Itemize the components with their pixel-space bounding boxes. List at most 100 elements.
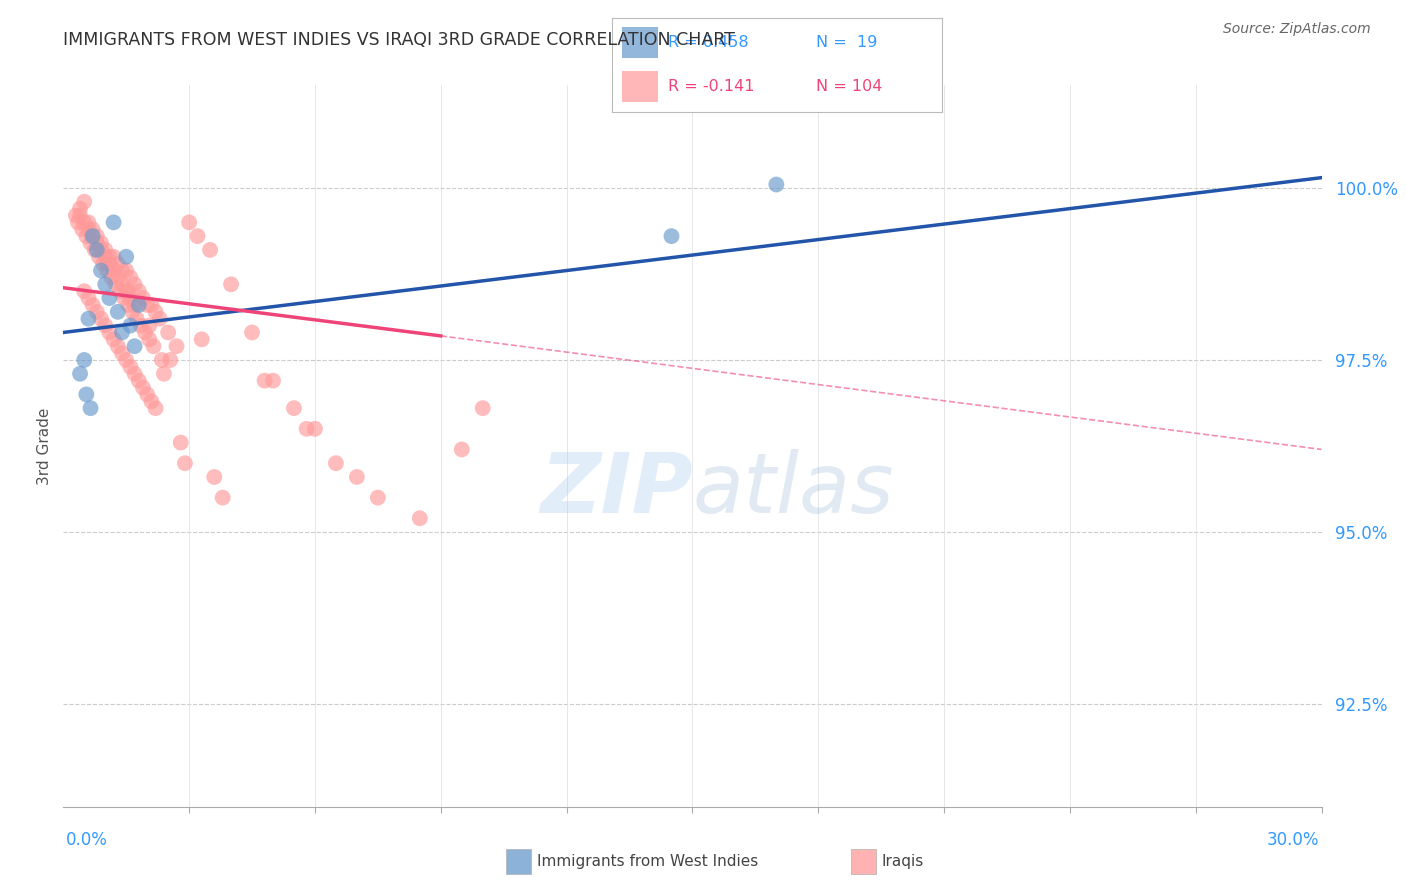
Point xyxy=(170,435,193,450)
Point xyxy=(219,277,242,292)
Point xyxy=(202,470,225,484)
Point xyxy=(75,229,97,244)
Text: Source: ZipAtlas.com: Source: ZipAtlas.com xyxy=(1223,22,1371,37)
Point xyxy=(128,298,150,312)
Point xyxy=(86,229,108,244)
Point xyxy=(262,374,284,388)
Point xyxy=(82,229,104,244)
Point xyxy=(115,263,138,277)
Point xyxy=(325,456,347,470)
Point xyxy=(77,222,100,236)
Y-axis label: 3rd Grade: 3rd Grade xyxy=(37,408,52,484)
Point xyxy=(70,222,93,236)
Point xyxy=(94,277,117,292)
Text: ZIP: ZIP xyxy=(540,449,693,530)
Point xyxy=(128,374,150,388)
Point xyxy=(157,326,180,340)
Point xyxy=(471,401,494,416)
Point xyxy=(124,277,146,292)
Point xyxy=(107,305,129,319)
Point xyxy=(66,215,89,229)
Point xyxy=(69,367,91,381)
Point xyxy=(75,387,97,401)
FancyBboxPatch shape xyxy=(621,71,658,103)
Point xyxy=(77,311,100,326)
Text: R = -0.141: R = -0.141 xyxy=(668,79,754,95)
Point xyxy=(111,346,134,360)
Point xyxy=(120,291,142,305)
Point xyxy=(69,202,91,216)
Point xyxy=(125,311,148,326)
Point xyxy=(174,456,197,470)
Point xyxy=(107,270,129,285)
Point xyxy=(117,284,139,298)
Text: N =  19: N = 19 xyxy=(817,35,877,50)
Point xyxy=(346,470,368,484)
Point xyxy=(120,270,142,285)
Point xyxy=(124,298,146,312)
Point xyxy=(115,353,138,368)
Point xyxy=(138,332,160,346)
Text: 0.0%: 0.0% xyxy=(66,831,108,849)
Point xyxy=(141,394,163,409)
Point xyxy=(177,215,201,229)
Point xyxy=(304,422,326,436)
Point xyxy=(77,291,100,305)
Point xyxy=(104,277,127,292)
Point xyxy=(91,257,114,271)
Point xyxy=(190,332,212,346)
Point xyxy=(138,318,160,333)
Point xyxy=(90,263,112,277)
Point xyxy=(145,305,167,319)
Point xyxy=(87,250,110,264)
Point xyxy=(103,250,125,264)
Point xyxy=(120,359,142,374)
Point xyxy=(103,332,125,346)
Point xyxy=(73,353,96,368)
Point xyxy=(107,339,129,353)
Point xyxy=(90,235,112,250)
Point xyxy=(65,209,87,223)
Point xyxy=(409,511,432,525)
Point xyxy=(98,291,121,305)
Point xyxy=(98,326,121,340)
Point xyxy=(103,263,125,277)
Point xyxy=(121,305,143,319)
Point xyxy=(112,291,135,305)
Point xyxy=(77,215,100,229)
Point xyxy=(128,284,150,298)
FancyBboxPatch shape xyxy=(621,28,658,58)
Text: Immigrants from West Indies: Immigrants from West Indies xyxy=(537,855,758,869)
Point xyxy=(765,178,787,192)
Point xyxy=(115,284,138,298)
Point xyxy=(124,339,146,353)
Point xyxy=(124,367,146,381)
Point xyxy=(136,387,159,401)
Point xyxy=(661,229,683,244)
Point xyxy=(149,311,172,326)
Point xyxy=(141,298,163,312)
Point xyxy=(120,318,142,333)
Point xyxy=(145,401,167,416)
Point xyxy=(83,243,105,257)
Point xyxy=(129,318,152,333)
Point xyxy=(82,222,104,236)
Text: N = 104: N = 104 xyxy=(817,79,883,95)
Point xyxy=(82,229,104,244)
Point xyxy=(73,284,96,298)
Point xyxy=(98,257,121,271)
Point xyxy=(94,250,117,264)
Point xyxy=(115,250,138,264)
Text: R = 0.458: R = 0.458 xyxy=(668,35,748,50)
Point xyxy=(96,257,118,271)
Point xyxy=(79,401,101,416)
Text: atlas: atlas xyxy=(693,449,894,530)
Point xyxy=(103,215,125,229)
Point xyxy=(98,250,121,264)
Point xyxy=(100,270,122,285)
Point xyxy=(86,305,108,319)
Point xyxy=(69,209,91,223)
Point xyxy=(86,235,108,250)
Point xyxy=(253,374,276,388)
Point xyxy=(136,298,159,312)
